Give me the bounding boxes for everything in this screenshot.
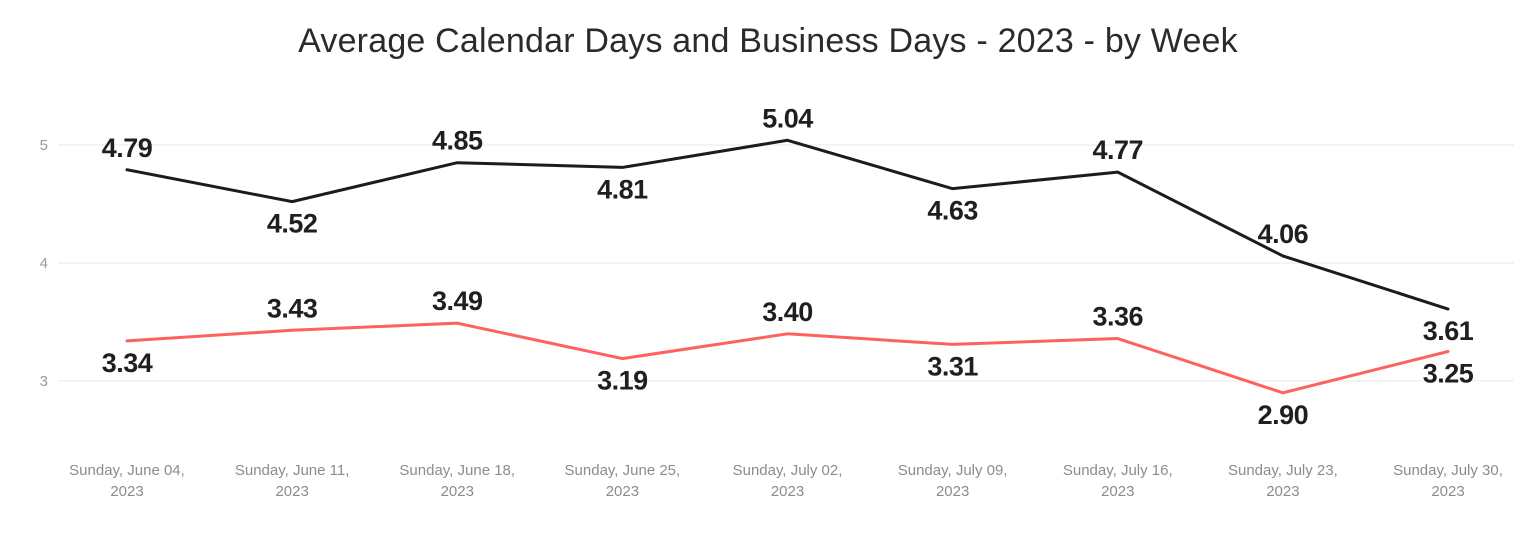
data-point-label: 3.40 <box>762 297 813 327</box>
line-series-business-days <box>125 321 1450 395</box>
data-point-label: 4.77 <box>1092 135 1143 165</box>
x-axis-label: Sunday, June 25, <box>565 462 681 479</box>
data-point-label: 2.90 <box>1258 400 1309 430</box>
data-point-label: 3.43 <box>267 293 318 323</box>
y-axis-tick-label: 4 <box>40 255 48 272</box>
data-point-label: 4.85 <box>432 126 483 156</box>
x-axis-label-line2: 2023 <box>110 483 143 500</box>
x-axis-label-line2: 2023 <box>936 483 969 500</box>
chart-title: Average Calendar Days and Business Days … <box>298 22 1238 60</box>
data-point-label: 3.31 <box>927 351 978 381</box>
x-axis-label: Sunday, June 18, <box>399 462 515 479</box>
x-axis-label-line2: 2023 <box>606 483 639 500</box>
data-point-label: 3.25 <box>1423 359 1474 389</box>
x-axis-label-line2: 2023 <box>441 483 474 500</box>
x-axis-label: Sunday, July 30, <box>1393 462 1503 479</box>
x-axis-label: Sunday, June 04, <box>69 462 185 479</box>
data-point-label: 4.81 <box>597 174 648 204</box>
x-axis-label-line2: 2023 <box>1101 483 1134 500</box>
data-point-label: 3.61 <box>1423 316 1474 346</box>
x-axis-label: Sunday, July 09, <box>898 462 1008 479</box>
data-point-label: 5.04 <box>762 103 813 133</box>
data-point-label: 4.06 <box>1258 219 1309 249</box>
data-point-label: 3.49 <box>432 286 483 316</box>
x-axis-label-line2: 2023 <box>771 483 804 500</box>
line-series-calendar-days <box>125 138 1450 311</box>
data-point-label: 3.19 <box>597 366 648 396</box>
x-axis-label-line2: 2023 <box>1266 483 1299 500</box>
x-axis-label: Sunday, July 23, <box>1228 462 1338 479</box>
data-point-label: 3.34 <box>102 348 153 378</box>
x-axis-label: Sunday, July 02, <box>733 462 843 479</box>
x-axis-label: Sunday, July 16, <box>1063 462 1173 479</box>
y-axis-tick-label: 3 <box>40 373 48 390</box>
data-point-label: 3.36 <box>1092 302 1143 332</box>
data-point-label: 4.52 <box>267 209 318 239</box>
data-point-label: 4.63 <box>927 196 978 226</box>
x-axis-label: Sunday, June 11, <box>235 462 350 479</box>
data-point-label: 4.79 <box>102 133 153 163</box>
x-axis-label-line2: 2023 <box>1431 483 1464 500</box>
y-axis-tick-label: 5 <box>40 137 48 154</box>
x-axis-label-line2: 2023 <box>275 483 308 500</box>
